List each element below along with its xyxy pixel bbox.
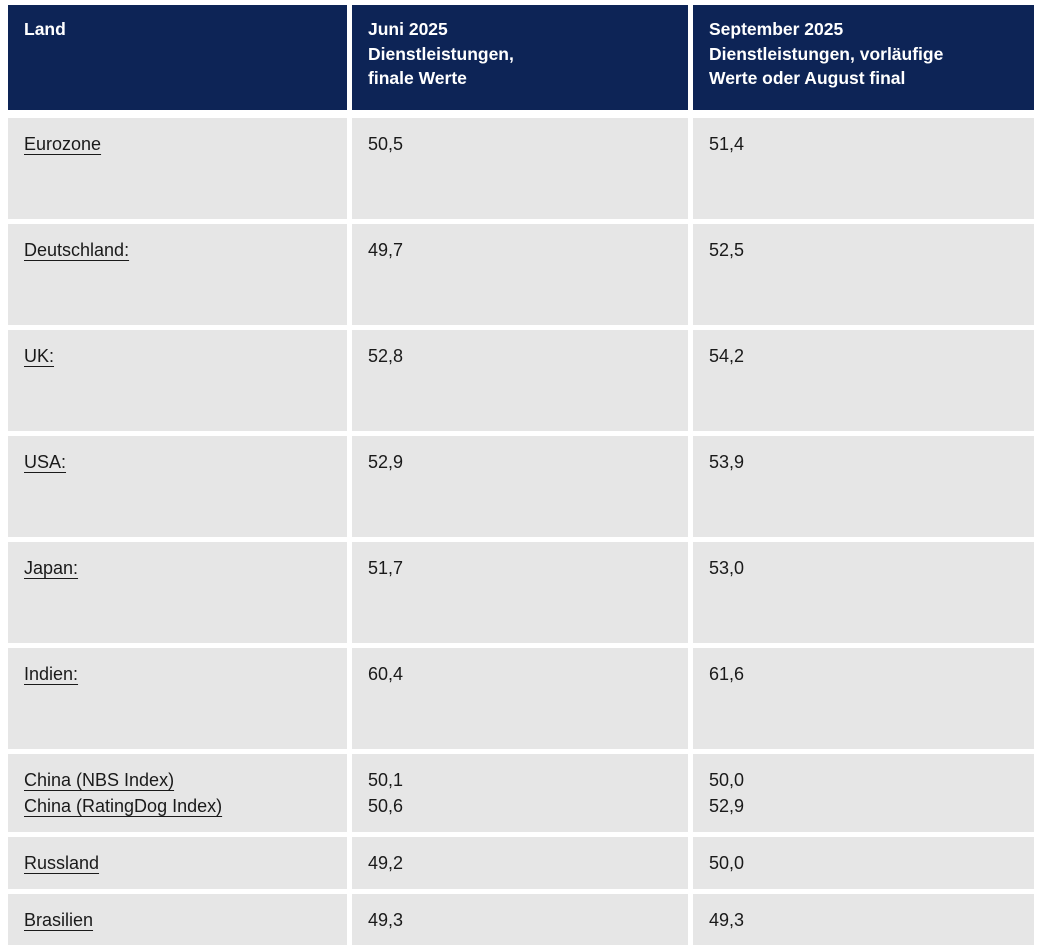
country-link-japan[interactable]: Japan: bbox=[24, 558, 79, 578]
value-cell-juni: 49,3 bbox=[352, 894, 688, 945]
value-cell-juni: 52,9 bbox=[352, 436, 688, 537]
country-link-brasilien[interactable]: Brasilien bbox=[24, 910, 94, 931]
value-cell-september: 50,0 52,9 bbox=[693, 754, 1034, 833]
value-cell-september: 53,0 bbox=[693, 542, 1034, 643]
value-cell-juni: 50,5 bbox=[352, 118, 688, 219]
table-row: Deutschland: 49,7 52,5 bbox=[8, 224, 1034, 325]
table-row: Russland 49,2 50,0 bbox=[8, 837, 1034, 890]
value-cell-september: 61,6 bbox=[693, 648, 1034, 749]
header-cell-september-2025: September 2025 Dienstleistungen, vorläuf… bbox=[693, 5, 1034, 110]
country-link-eurozone[interactable]: Eurozone bbox=[24, 134, 102, 154]
value-cell-september: 49,3 bbox=[693, 894, 1034, 945]
country-link-russland[interactable]: Russland bbox=[24, 853, 100, 874]
country-cell: Deutschland: bbox=[8, 224, 347, 325]
country-link-deutschland[interactable]: Deutschland: bbox=[24, 240, 130, 260]
country-cell: UK: bbox=[8, 330, 347, 431]
country-link-indien[interactable]: Indien: bbox=[24, 664, 79, 684]
table-row: Indien: 60,4 61,6 bbox=[8, 648, 1034, 749]
country-cell: Indien: bbox=[8, 648, 347, 749]
table-header-row: Land Juni 2025 Dienstleistungen, finale … bbox=[8, 5, 1034, 110]
country-cell: China (NBS Index) China (RatingDog Index… bbox=[8, 754, 347, 833]
value-cell-september: 50,0 bbox=[693, 837, 1034, 890]
value-cell-juni: 51,7 bbox=[352, 542, 688, 643]
header-cell-juni-2025: Juni 2025 Dienstleistungen, finale Werte bbox=[352, 5, 688, 110]
country-link-usa[interactable]: USA: bbox=[24, 452, 67, 472]
country-cell: USA: bbox=[8, 436, 347, 537]
table-row: Brasilien 49,3 49,3 bbox=[8, 894, 1034, 945]
table-row: Japan: 51,7 53,0 bbox=[8, 542, 1034, 643]
country-link-china[interactable]: China (NBS Index) China (RatingDog Index… bbox=[24, 770, 223, 817]
country-cell: Japan: bbox=[8, 542, 347, 643]
value-cell-juni: 52,8 bbox=[352, 330, 688, 431]
value-cell-september: 52,5 bbox=[693, 224, 1034, 325]
value-cell-juni: 49,7 bbox=[352, 224, 688, 325]
table-row: China (NBS Index) China (RatingDog Index… bbox=[8, 754, 1034, 833]
value-cell-september: 54,2 bbox=[693, 330, 1034, 431]
value-cell-juni: 49,2 bbox=[352, 837, 688, 890]
table-row: USA: 52,9 53,9 bbox=[8, 436, 1034, 537]
value-cell-september: 51,4 bbox=[693, 118, 1034, 219]
country-cell: Russland bbox=[8, 837, 347, 890]
value-cell-juni: 60,4 bbox=[352, 648, 688, 749]
value-cell-september: 53,9 bbox=[693, 436, 1034, 537]
table-row: Eurozone 50,5 51,4 bbox=[8, 118, 1034, 219]
header-cell-land: Land bbox=[8, 5, 347, 110]
value-cell-juni: 50,1 50,6 bbox=[352, 754, 688, 833]
country-cell: Eurozone bbox=[8, 118, 347, 219]
country-cell: Brasilien bbox=[8, 894, 347, 945]
table-row: UK: 52,8 54,2 bbox=[8, 330, 1034, 431]
country-link-uk[interactable]: UK: bbox=[24, 346, 55, 366]
